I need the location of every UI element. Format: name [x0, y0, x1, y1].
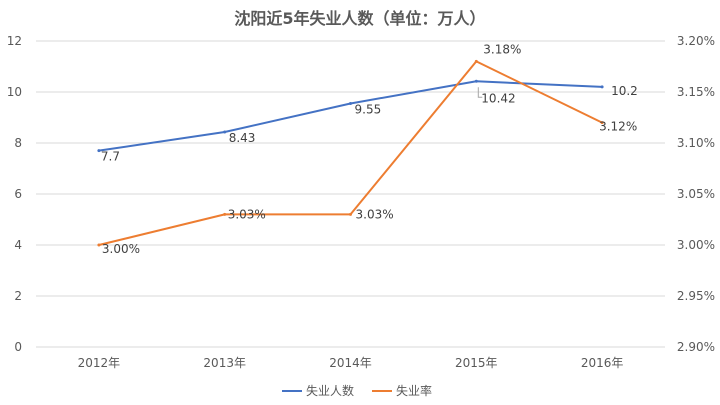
x-axis: 2012年 2013年 2014年 2015年 2016年 [78, 356, 624, 370]
legend-label-unemployment-rate: 失业率 [396, 383, 432, 398]
data-labels: 7.7 8.43 9.55 10.42 10.2 3.00% 3.03% 3.03% 3.18%… [101, 42, 638, 256]
data-point [474, 79, 478, 83]
data-point [474, 59, 478, 63]
data-point [349, 212, 352, 216]
data-label: 3.03% [228, 207, 266, 221]
data-label: 8.43 [229, 131, 256, 145]
data-point [97, 149, 101, 153]
y-right-tick-label: 3.05% [677, 187, 715, 201]
x-tick-label: 2012年 [78, 356, 121, 370]
data-label: 9.55 [355, 102, 382, 116]
data-point [349, 101, 352, 105]
data-label: 3.03% [356, 207, 394, 221]
y-left-tick-label: 12 [7, 34, 22, 48]
y-right-tick-label: 3.15% [677, 85, 715, 99]
data-label: 3.00% [102, 242, 140, 256]
y-left-tick-label: 2 [14, 289, 22, 303]
series-line-unemployment-rate [98, 60, 603, 246]
legend: 失业人数 失业率 [282, 383, 432, 398]
x-tick-label: 2016年 [581, 356, 624, 370]
data-label: 3.18% [483, 42, 521, 56]
data-point [97, 243, 101, 247]
y-left-tick-label: 4 [14, 238, 22, 252]
data-label: 3.12% [599, 120, 637, 134]
data-label: 7.7 [101, 150, 120, 164]
chart-title: 沈阳近5年失业人数（单位：万人） [234, 9, 485, 28]
data-label: 10.2 [611, 84, 638, 98]
legend-label-unemployed-count: 失业人数 [306, 383, 354, 398]
y-axis-left: 0 2 4 6 8 10 12 [7, 34, 22, 354]
y-right-tick-label: 2.90% [677, 340, 715, 354]
data-point [600, 85, 604, 89]
x-tick-label: 2015年 [455, 356, 498, 370]
y-right-tick-label: 3.20% [677, 34, 715, 48]
y-right-tick-label: 2.95% [677, 289, 715, 303]
y-left-tick-label: 8 [14, 136, 22, 150]
x-tick-label: 2013年 [203, 356, 246, 370]
data-point [223, 130, 227, 134]
data-point [600, 121, 604, 125]
y-right-tick-label: 3.00% [677, 238, 715, 252]
y-left-tick-label: 0 [14, 340, 22, 354]
y-left-tick-label: 10 [7, 85, 22, 99]
series-lines [97, 59, 604, 247]
data-point [223, 212, 227, 216]
y-axis-right: 2.90% 2.95% 3.00% 3.05% 3.10% 3.15% 3.20% [677, 34, 715, 354]
y-right-tick-label: 3.10% [677, 136, 715, 150]
y-left-tick-label: 6 [14, 187, 22, 201]
data-label: 10.42 [481, 91, 515, 105]
x-tick-label: 2014年 [329, 356, 372, 370]
gridlines [36, 40, 665, 348]
label-leader-line [477, 87, 483, 98]
